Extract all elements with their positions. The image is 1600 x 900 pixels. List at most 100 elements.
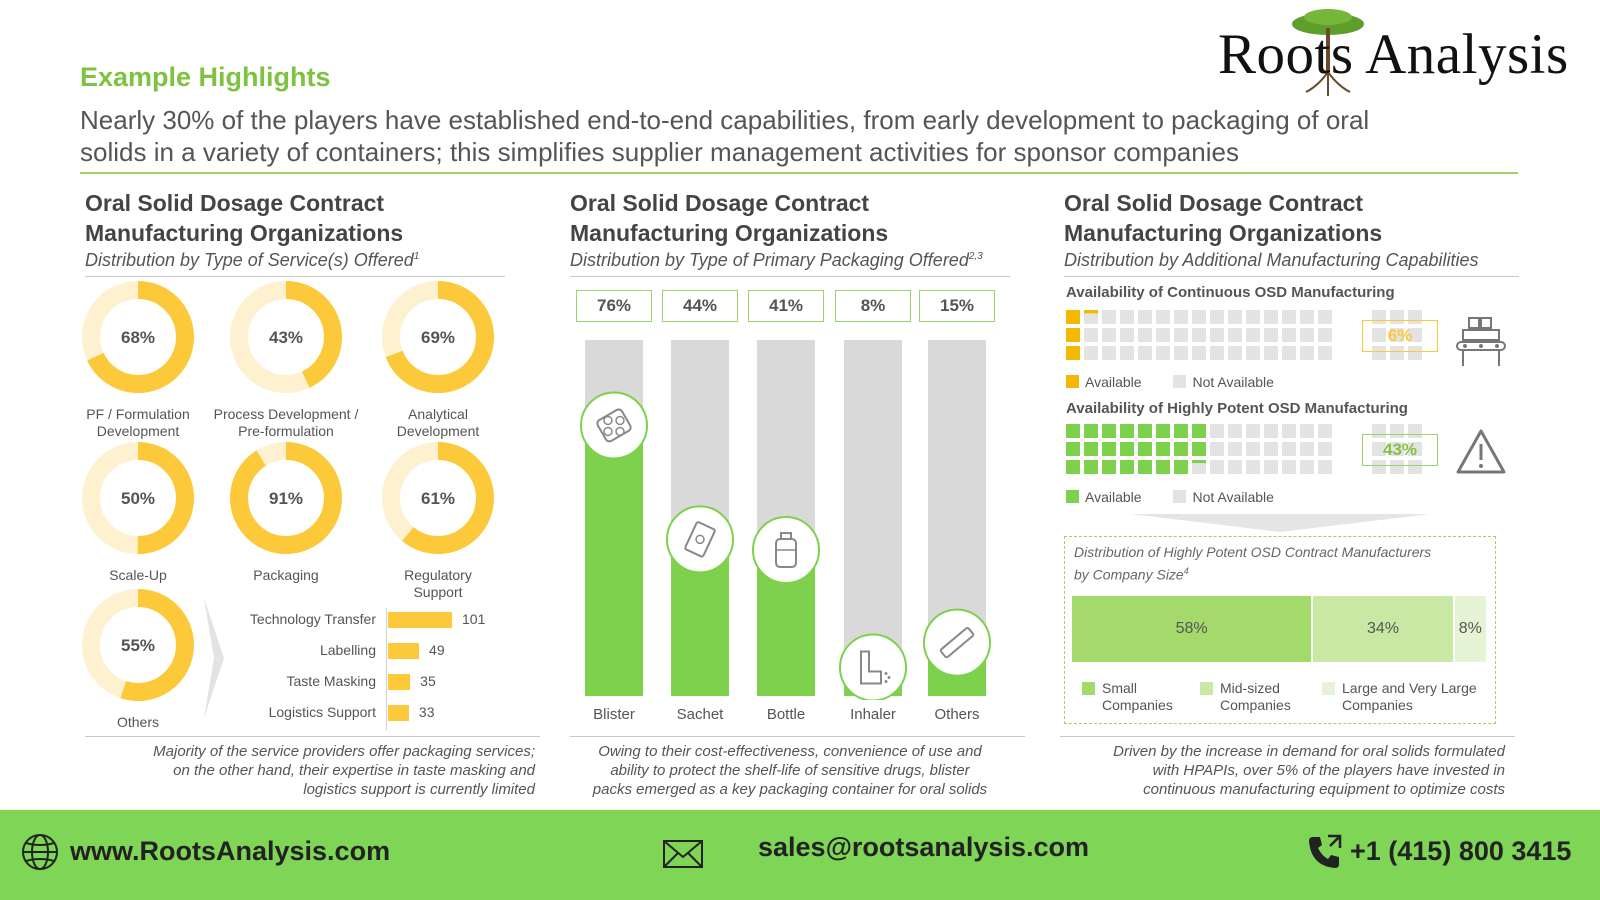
donut-category-line: Packaging <box>253 567 319 583</box>
packaging-label-sachet: Sachet <box>676 706 724 723</box>
donut-category-label: Packaging <box>201 567 371 584</box>
panel1-bottom-divider <box>85 736 540 737</box>
waffle-cell <box>1318 460 1332 474</box>
waffle-cell-filled <box>1174 424 1188 438</box>
waffle-cell <box>1264 442 1278 456</box>
panel3-title-line-1: Oral Solid Dosage Contract <box>1064 190 1364 216</box>
waffle-cell <box>1192 346 1206 360</box>
donut-value-label: 68% <box>121 328 155 347</box>
donut-arc <box>82 589 194 701</box>
waffle-cell <box>1390 460 1404 474</box>
waffle-cell <box>1156 346 1170 360</box>
waffle-cell <box>1192 328 1206 342</box>
panel3-note-line-3: continuous manufacturing equipment to op… <box>1143 781 1505 798</box>
panel2-subtitle-text: Distribution by Type of Primary Packagin… <box>570 250 969 270</box>
legend-label-line: Companies <box>1102 697 1173 713</box>
headline-divider <box>80 172 1518 174</box>
legend-label: Mid-sized Companies <box>1220 680 1291 714</box>
potent-waffle-grid <box>1066 424 1422 474</box>
waffle-cell <box>1282 460 1296 474</box>
waffle-cell-filled <box>1066 460 1080 474</box>
brand-name: Roots Analysis <box>1218 23 1569 86</box>
tree-icon <box>1292 9 1364 96</box>
waffle-cell <box>1228 328 1242 342</box>
packaging-percent-blister: 76% <box>576 290 652 322</box>
waffle-cell <box>1228 460 1242 474</box>
waffle-cell <box>1300 328 1314 342</box>
blister-pill <box>603 415 613 426</box>
waffle-cell <box>1300 460 1314 474</box>
panel1-divider <box>85 276 505 277</box>
waffle-cell-filled <box>1066 346 1080 360</box>
service-donut-charts: 68% 43% 69% 50% 91% 61% 55% <box>82 281 494 701</box>
panel1-title: Oral Solid Dosage Contract Manufacturing… <box>85 188 403 248</box>
panel2-bottom-divider <box>570 736 1025 737</box>
phone-link[interactable]: +1 (415) 800 3415 <box>1350 836 1572 866</box>
legend-not-available-swatch <box>1173 490 1187 503</box>
waffle-cell <box>1084 310 1098 324</box>
hbar-logistics-support <box>388 705 409 721</box>
packaging-percent-sachet: 44% <box>662 290 738 322</box>
donut-value-label: 43% <box>269 328 303 347</box>
waffle-cell <box>1210 346 1224 360</box>
inhaler-spray-dot <box>884 672 888 676</box>
panel3-bottom-divider <box>1060 736 1515 737</box>
donut-category-label: Analytical Development <box>353 406 523 440</box>
waffle-cell <box>1372 442 1386 456</box>
waffle-cell-filled <box>1192 424 1206 438</box>
waffle-cell <box>1246 442 1260 456</box>
sachet-icon <box>666 505 734 574</box>
panel3-title-line-2: Manufacturing Organizations <box>1064 220 1383 246</box>
waffle-cell-filled <box>1174 460 1188 474</box>
waffle-cell <box>1318 442 1332 456</box>
continuous-title: Availability of Continuous OSD Manufactu… <box>1066 284 1395 301</box>
legend-available-label: Available <box>1085 489 1142 505</box>
waffle-cell <box>1318 310 1332 324</box>
bottle-body <box>775 538 797 569</box>
legend-label-line: Mid-sized <box>1220 680 1280 696</box>
waffle-cell <box>1120 328 1134 342</box>
waffle-cell <box>1408 460 1422 474</box>
donut-arc <box>382 281 494 393</box>
donut-category-label: PF / Formulation Development <box>53 406 223 440</box>
waffle-cell <box>1084 346 1098 360</box>
legend-mid-sized-companies: Mid-sized Companies <box>1200 680 1291 714</box>
waffle-cell <box>1246 310 1260 324</box>
donut-category-line: Development <box>96 423 180 439</box>
down-arrow-icon <box>1130 514 1430 532</box>
panel1-note-line-1: Majority of the service providers offer … <box>153 743 535 760</box>
potent-legend: Available Not Available <box>1066 489 1274 505</box>
legend-label-line: Large and Very Large <box>1342 680 1477 696</box>
donut-value-label: 69% <box>421 328 455 347</box>
company-size-box <box>1064 536 1496 724</box>
blister-pill <box>603 426 613 437</box>
brand-logo: Roots Analysis <box>1218 6 1598 98</box>
email-link[interactable]: sales@rootsanalysis.com <box>758 832 1089 862</box>
waffle-cell <box>1174 328 1188 342</box>
sachet-mark <box>695 534 705 545</box>
waffle-cell <box>1138 328 1152 342</box>
legend-large-and-very-large-companies: Large and Very Large Companies <box>1322 680 1477 714</box>
waffle-cell <box>1102 310 1116 324</box>
waffle-cell <box>1246 424 1260 438</box>
panel3-subtitle: Distribution by Additional Manufacturing… <box>1064 250 1479 270</box>
waffle-cell-filled <box>1066 442 1080 456</box>
donut-category-line: Others <box>116 714 159 730</box>
legend-available-swatch <box>1066 490 1079 503</box>
waffle-cell <box>1264 310 1278 324</box>
waffle-cell <box>1408 346 1422 360</box>
waffle-cell-filled <box>1120 424 1134 438</box>
company-size-title-text: by Company Size <box>1074 566 1184 583</box>
website-link[interactable]: www.RootsAnalysis.com <box>70 836 391 866</box>
donut-category-line: Pre-formulation <box>238 423 334 439</box>
panel2-note-line-1: Owing to their cost-effectiveness, conve… <box>598 743 982 760</box>
waffle-cell <box>1156 310 1170 324</box>
waffle-cell <box>1120 310 1134 324</box>
legend-available-swatch <box>1066 375 1079 388</box>
waffle-cell <box>1390 442 1404 456</box>
waffle-cell-filled <box>1138 460 1152 474</box>
waffle-cell <box>1318 346 1332 360</box>
waffle-cell <box>1156 328 1170 342</box>
legend-not-available-label: Not Available <box>1192 489 1274 505</box>
waffle-cell <box>1300 346 1314 360</box>
